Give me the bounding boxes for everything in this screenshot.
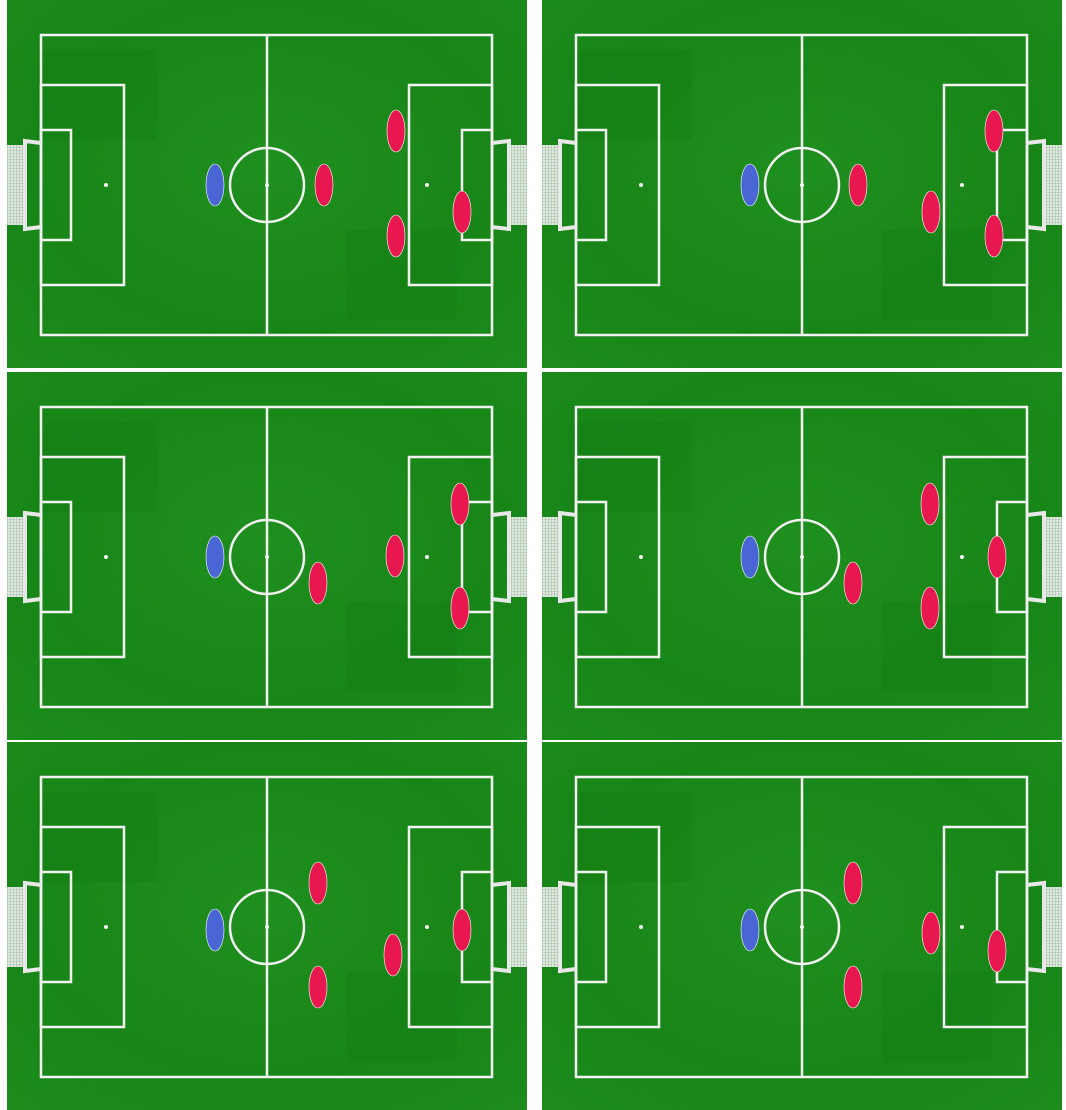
red-player — [450, 482, 470, 526]
pitch-panel — [5, 740, 529, 1110]
red-player — [308, 861, 328, 905]
red-player — [385, 534, 405, 578]
blue-player — [740, 163, 760, 207]
blue-player — [740, 908, 760, 952]
red-player — [383, 933, 403, 977]
red-player — [984, 214, 1004, 258]
blue-player — [740, 535, 760, 579]
red-player — [848, 163, 868, 207]
red-player — [452, 190, 472, 234]
red-player — [987, 535, 1007, 579]
pitch-panel — [5, 370, 529, 742]
red-player — [920, 586, 940, 630]
red-player — [386, 109, 406, 153]
pitch-panel — [540, 0, 1064, 370]
red-player — [843, 861, 863, 905]
red-player — [843, 561, 863, 605]
blue-player — [205, 163, 225, 207]
red-player — [921, 190, 941, 234]
pitch-panel — [540, 370, 1064, 742]
red-player — [308, 965, 328, 1009]
red-player — [308, 561, 328, 605]
blue-player — [205, 908, 225, 952]
blue-player — [205, 535, 225, 579]
red-player — [987, 929, 1007, 973]
red-player — [921, 911, 941, 955]
red-player — [314, 163, 334, 207]
red-player — [984, 109, 1004, 153]
red-player — [450, 586, 470, 630]
red-player — [843, 965, 863, 1009]
red-player — [452, 908, 472, 952]
red-player — [386, 214, 406, 258]
red-player — [920, 482, 940, 526]
pitch-panel — [5, 0, 529, 370]
pitch-panel — [540, 740, 1064, 1110]
